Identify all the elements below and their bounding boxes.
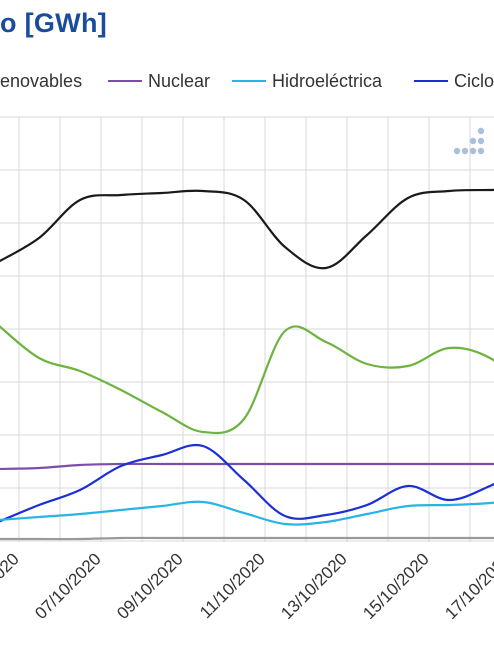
x-tick-label: 15/10/2020 xyxy=(359,549,433,623)
legend-item[interactable]: Nuclear xyxy=(108,68,210,94)
series-line-nuclear xyxy=(0,462,494,471)
dots-logo-icon xyxy=(453,127,485,155)
series-line-enovables xyxy=(0,325,494,435)
logo-dot xyxy=(469,147,477,155)
x-tick-label: 13/10/2020 xyxy=(277,549,351,623)
legend-swatch xyxy=(414,79,448,83)
legend-label: Ciclo xyxy=(454,70,494,91)
series-line-unlabeled-0 xyxy=(0,188,494,270)
x-tick-label: 11/10/2020 xyxy=(196,549,269,622)
chart-title: o [GWh] xyxy=(0,8,108,38)
x-tick-label: 09/10/2020 xyxy=(113,549,187,623)
series-layer xyxy=(0,188,494,541)
logo-dot xyxy=(477,147,485,155)
chart-grid xyxy=(0,116,494,542)
legend-swatch xyxy=(232,79,266,83)
legend-label: Nuclear xyxy=(148,70,211,91)
chart-legend: enovables Nuclear Hidroeléctrica Ciclo xyxy=(0,68,494,94)
legend-label: Hidroeléctrica xyxy=(272,70,383,91)
x-tick-label: 05/10/2020 xyxy=(0,549,23,623)
logo-dot xyxy=(477,137,485,145)
legend-swatch xyxy=(108,79,142,83)
legend-item[interactable]: Ciclo xyxy=(414,68,494,94)
logo-dot xyxy=(477,127,485,135)
logo-dot xyxy=(453,147,461,155)
x-tick-label: 07/10/2020 xyxy=(31,549,105,623)
x-axis-ticks: 05/10/2020 07/10/2020 09/10/2020 11/10/2020… xyxy=(0,549,494,623)
legend-item[interactable]: Hidroeléctrica xyxy=(232,68,382,94)
legend-label: enovables xyxy=(0,70,83,91)
logo-dot xyxy=(469,137,477,145)
logo-dot xyxy=(461,147,469,155)
x-tick-label: 17/10/2020 xyxy=(441,549,494,623)
series-line-ciclo xyxy=(0,443,494,523)
series-line-unlabeled-5 xyxy=(0,536,494,541)
series-line-hidroeléctrica xyxy=(0,500,494,526)
legend-item[interactable]: enovables xyxy=(0,68,82,94)
